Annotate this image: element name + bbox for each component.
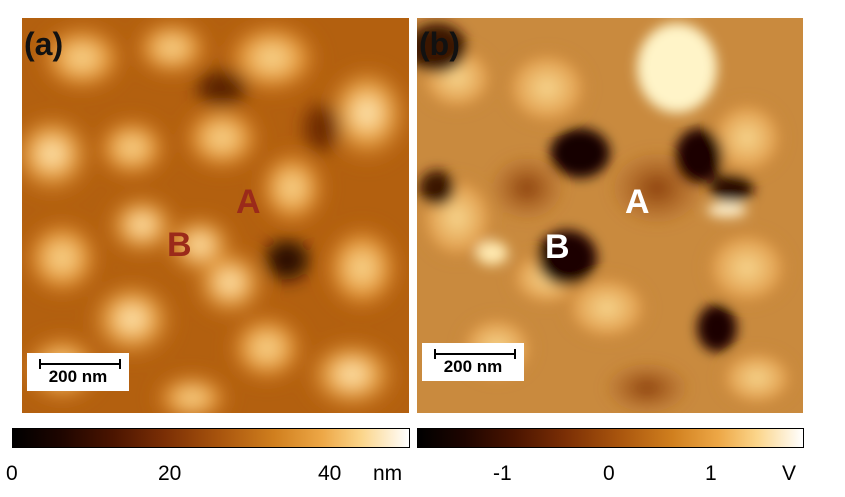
scale-bar-label: 200 nm <box>443 357 503 376</box>
panel-a-label: (a) <box>24 26 64 62</box>
scale-bar: 200 nm <box>27 353 129 391</box>
potential-image: (b) A B 200 nm <box>417 18 803 413</box>
colorbar-tick: 40 <box>318 462 342 485</box>
grain-label-a: A <box>625 183 650 221</box>
colorbar-unit: nm <box>373 462 403 485</box>
topography-image: (a) A B 200 nm <box>22 18 409 413</box>
scale-bar-label: 200 nm <box>48 367 108 386</box>
grain-label-b: B <box>545 228 570 266</box>
scale-bar: 200 nm <box>422 343 524 381</box>
colorbar-unit: V <box>782 462 797 485</box>
panel-b-label: (b) <box>419 26 460 62</box>
colorbar-tick: 0 <box>603 462 615 485</box>
colorbar-tick: 20 <box>158 462 182 485</box>
grain-label-b: B <box>167 226 192 264</box>
potential-colorbar <box>417 428 804 448</box>
colorbar-tick: 1 <box>705 462 717 485</box>
grain-label-a: A <box>236 183 261 221</box>
height-colorbar <box>12 428 410 448</box>
colorbar-tick: 0 <box>6 462 18 485</box>
colorbar-tick: -1 <box>493 462 512 485</box>
